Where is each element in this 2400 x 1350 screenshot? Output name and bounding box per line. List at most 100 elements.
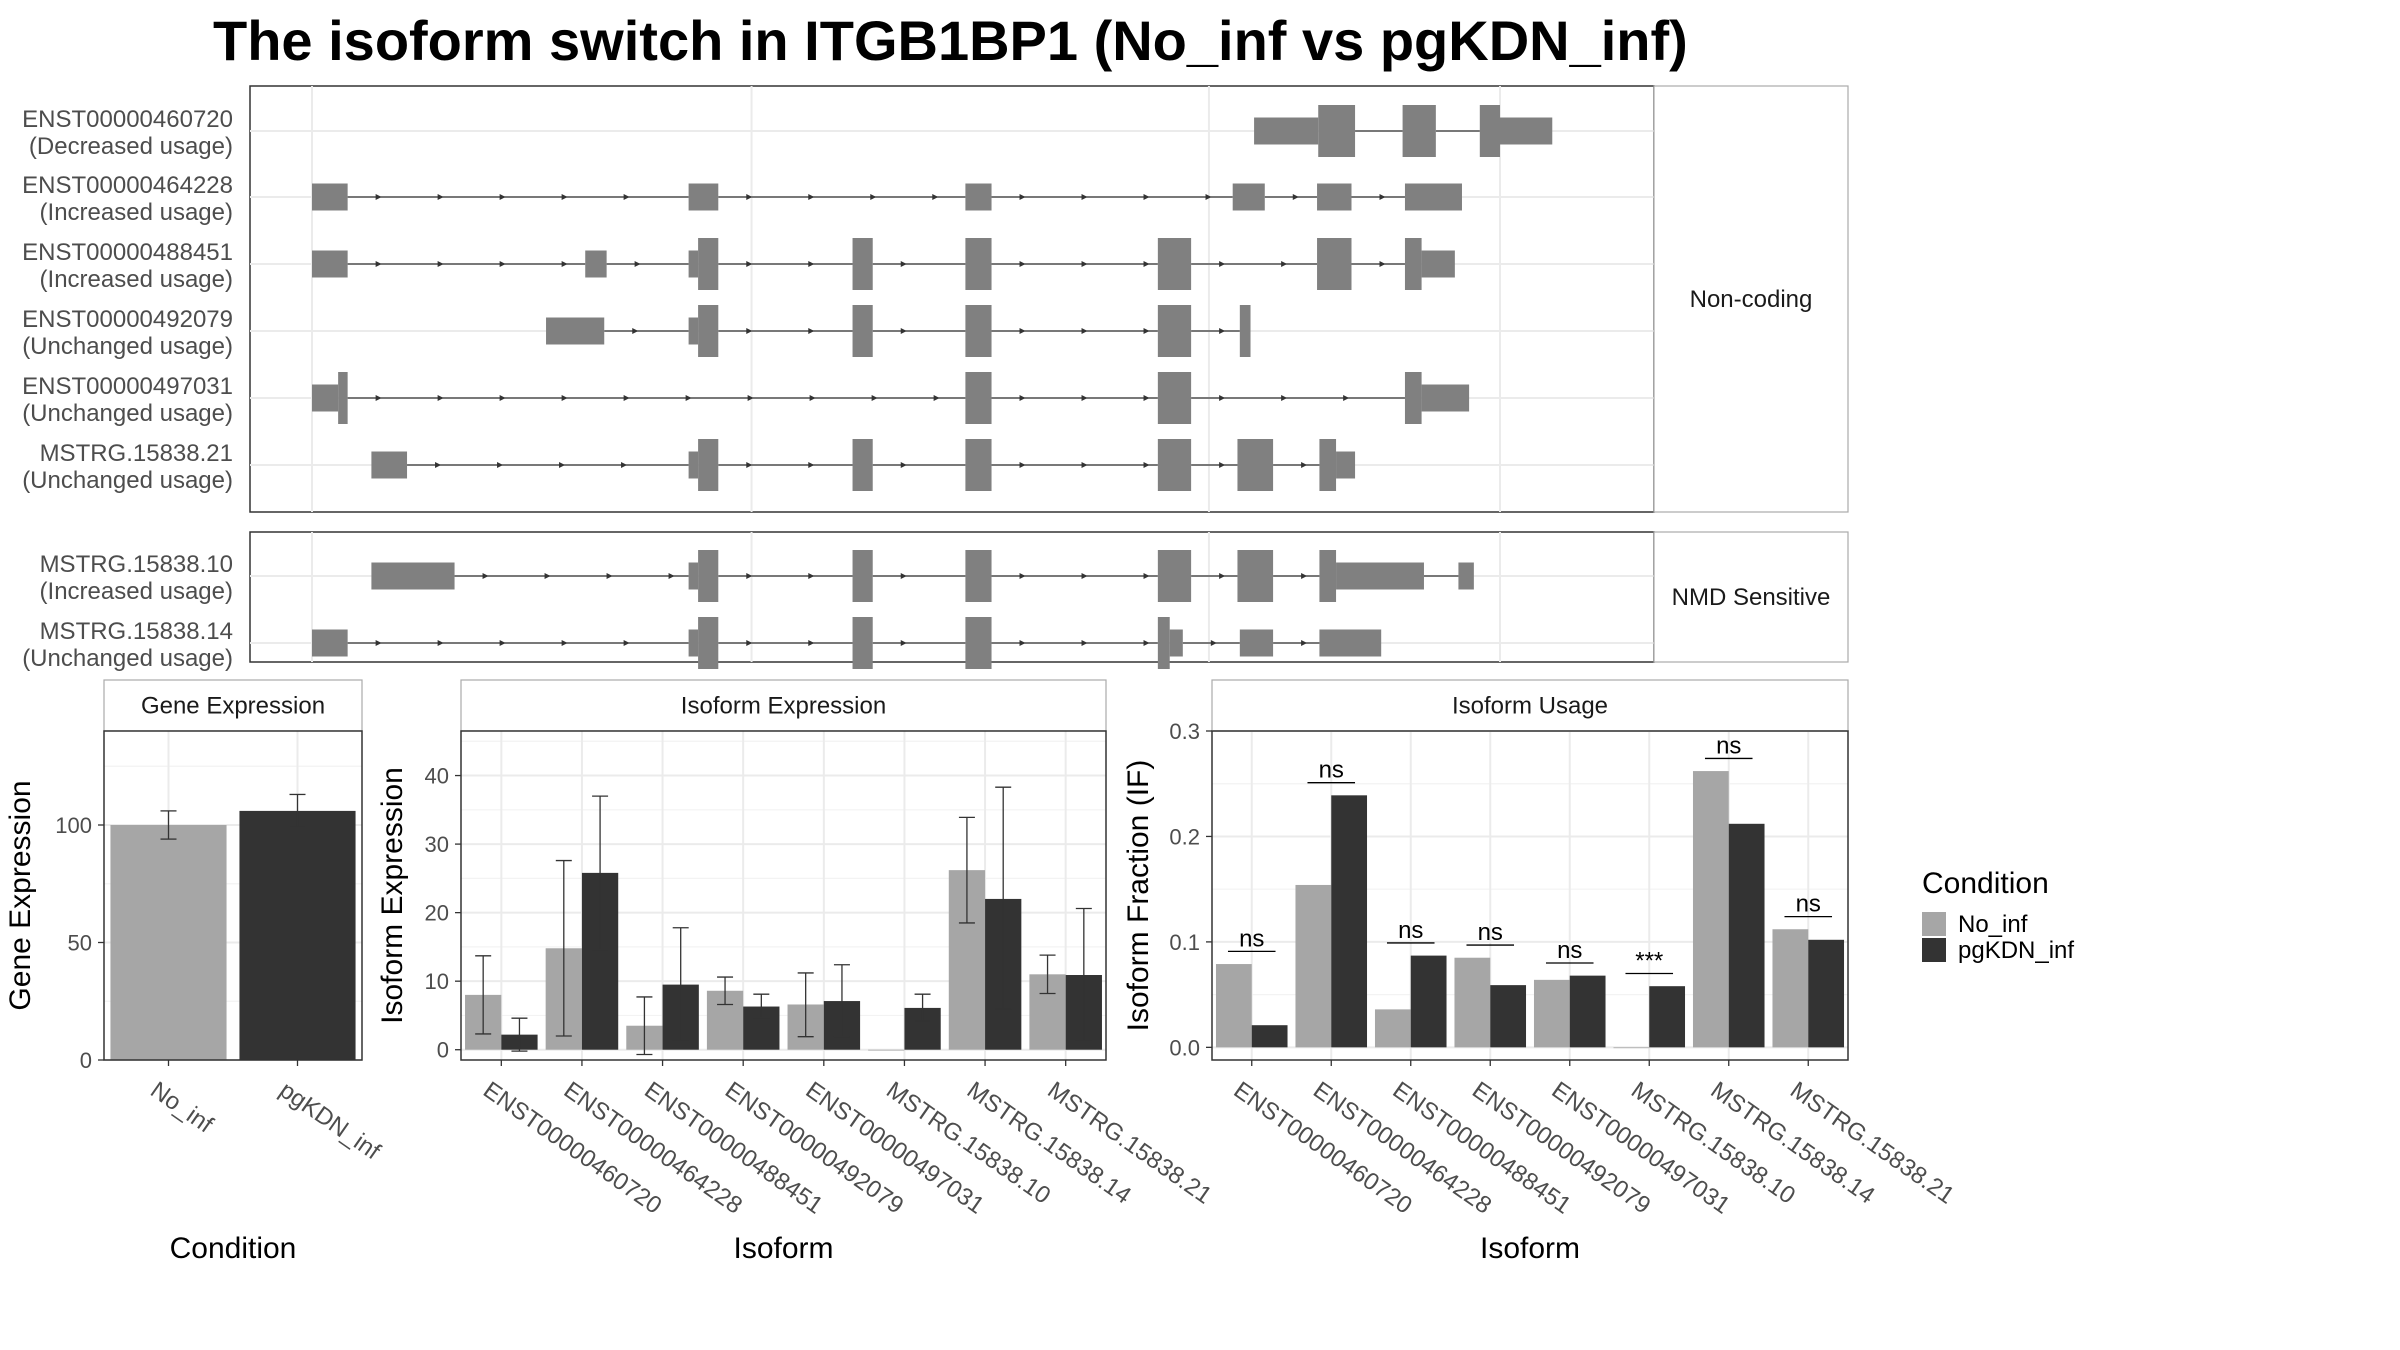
transcript-label: MSTRG.15838.10 bbox=[40, 551, 233, 578]
transcript-usage-label: (Unchanged usage) bbox=[22, 400, 233, 427]
intron-direction-arrow bbox=[497, 462, 504, 468]
intron-direction-arrow bbox=[1081, 640, 1088, 646]
exon-block bbox=[1319, 629, 1382, 657]
intron-direction-arrow bbox=[1219, 261, 1226, 267]
intron-direction-arrow bbox=[561, 640, 568, 646]
legend-title: Condition bbox=[1922, 867, 2049, 900]
intron-direction-arrow bbox=[1081, 573, 1088, 579]
exon-block bbox=[371, 562, 455, 590]
bar bbox=[1410, 955, 1447, 1048]
intron-direction-arrow bbox=[809, 395, 816, 401]
structure-strip bbox=[1653, 85, 1849, 513]
bar bbox=[1374, 1009, 1411, 1048]
exon-block bbox=[1458, 562, 1474, 590]
intron-direction-arrow bbox=[1143, 261, 1150, 267]
intron-direction-arrow bbox=[1019, 328, 1026, 334]
exon-block bbox=[698, 439, 719, 491]
exon-block bbox=[1336, 451, 1356, 479]
panel-frame bbox=[1211, 730, 1849, 1061]
exon-block bbox=[965, 439, 992, 491]
exon-block bbox=[1402, 105, 1436, 157]
intron-direction-arrow bbox=[1219, 328, 1226, 334]
intron-direction-arrow bbox=[746, 328, 753, 334]
bar bbox=[1295, 884, 1332, 1048]
exon-block bbox=[965, 183, 992, 211]
intron-direction-arrow bbox=[1205, 194, 1212, 200]
bar bbox=[1728, 823, 1765, 1048]
exon-block bbox=[965, 550, 992, 602]
transcript-usage-label: (Unchanged usage) bbox=[22, 467, 233, 494]
exon-block bbox=[338, 372, 348, 424]
intron-direction-arrow bbox=[435, 462, 442, 468]
y-tick-label: 0.0 bbox=[1169, 1035, 1200, 1060]
exon-block bbox=[688, 183, 719, 211]
intron-direction-arrow bbox=[499, 194, 506, 200]
y-tick-label: 0 bbox=[80, 1048, 92, 1073]
significance-label: ns bbox=[1796, 891, 1821, 918]
bar bbox=[1454, 957, 1491, 1048]
exon-block bbox=[852, 617, 873, 669]
x-axis-title: Condition bbox=[170, 1232, 297, 1265]
legend-label: pgKDN_inf bbox=[1958, 937, 2074, 964]
intron-direction-arrow bbox=[437, 194, 444, 200]
bar bbox=[1251, 1025, 1288, 1048]
intron-direction-arrow bbox=[900, 640, 907, 646]
exon-block bbox=[1500, 117, 1553, 145]
exon-block bbox=[965, 617, 992, 669]
exon-block bbox=[1157, 238, 1192, 290]
panel-strip bbox=[103, 679, 363, 732]
intron-direction-arrow bbox=[437, 395, 444, 401]
intron-direction-arrow bbox=[623, 395, 630, 401]
panel-frame bbox=[460, 730, 1107, 1061]
intron-direction-arrow bbox=[746, 194, 753, 200]
bar bbox=[239, 810, 356, 1060]
intron-direction-arrow bbox=[499, 261, 506, 267]
y-tick-label: 40 bbox=[425, 764, 449, 789]
intron-direction-arrow bbox=[1143, 573, 1150, 579]
transcript-label: MSTRG.15838.14 bbox=[40, 618, 233, 645]
intron-direction-arrow bbox=[1019, 640, 1026, 646]
intron-direction-arrow bbox=[1143, 194, 1150, 200]
intron-direction-arrow bbox=[561, 261, 568, 267]
intron-direction-arrow bbox=[808, 462, 815, 468]
intron-direction-arrow bbox=[1081, 194, 1088, 200]
intron-direction-arrow bbox=[482, 573, 489, 579]
structure-panel-frame bbox=[249, 531, 1655, 663]
chart-title: The isoform switch in ITGB1BP1 (No_inf v… bbox=[213, 9, 1688, 72]
intron-direction-arrow bbox=[808, 573, 815, 579]
bar bbox=[1331, 795, 1368, 1048]
exon-block bbox=[688, 250, 699, 278]
intron-direction-arrow bbox=[808, 640, 815, 646]
exon-block bbox=[688, 451, 699, 479]
intron-direction-arrow bbox=[1081, 462, 1088, 468]
panel-strip-title: Gene Expression bbox=[141, 693, 325, 720]
intron-direction-arrow bbox=[1219, 462, 1226, 468]
exon-block bbox=[1157, 550, 1192, 602]
intron-direction-arrow bbox=[1143, 462, 1150, 468]
exon-block bbox=[1318, 105, 1356, 157]
intron-direction-arrow bbox=[1379, 261, 1386, 267]
intron-direction-arrow bbox=[621, 462, 628, 468]
y-tick-label: 30 bbox=[425, 832, 449, 857]
exon-block bbox=[1317, 183, 1352, 211]
exon-block bbox=[1239, 305, 1251, 357]
significance-label: ns bbox=[1398, 917, 1423, 944]
intron-direction-arrow bbox=[606, 573, 613, 579]
intron-direction-arrow bbox=[808, 261, 815, 267]
intron-direction-arrow bbox=[685, 395, 692, 401]
y-tick-label: 0.2 bbox=[1169, 824, 1200, 849]
panel-strip-title: Isoform Usage bbox=[1452, 693, 1608, 720]
transcript-label: ENST00000488451 bbox=[22, 239, 233, 266]
isoform-expression-panel: Isoform Expression010203040ENST000004607… bbox=[376, 679, 1217, 1265]
intron-direction-arrow bbox=[1219, 573, 1226, 579]
intron-direction-arrow bbox=[932, 194, 939, 200]
intron-direction-arrow bbox=[1019, 573, 1026, 579]
bar bbox=[1215, 964, 1252, 1048]
exon-block bbox=[965, 372, 992, 424]
bar bbox=[868, 1049, 905, 1051]
intron-direction-arrow bbox=[544, 573, 551, 579]
intron-direction-arrow bbox=[375, 261, 382, 267]
transcript-label: MSTRG.15838.21 bbox=[40, 440, 233, 467]
legend-label: No_inf bbox=[1958, 911, 2028, 938]
